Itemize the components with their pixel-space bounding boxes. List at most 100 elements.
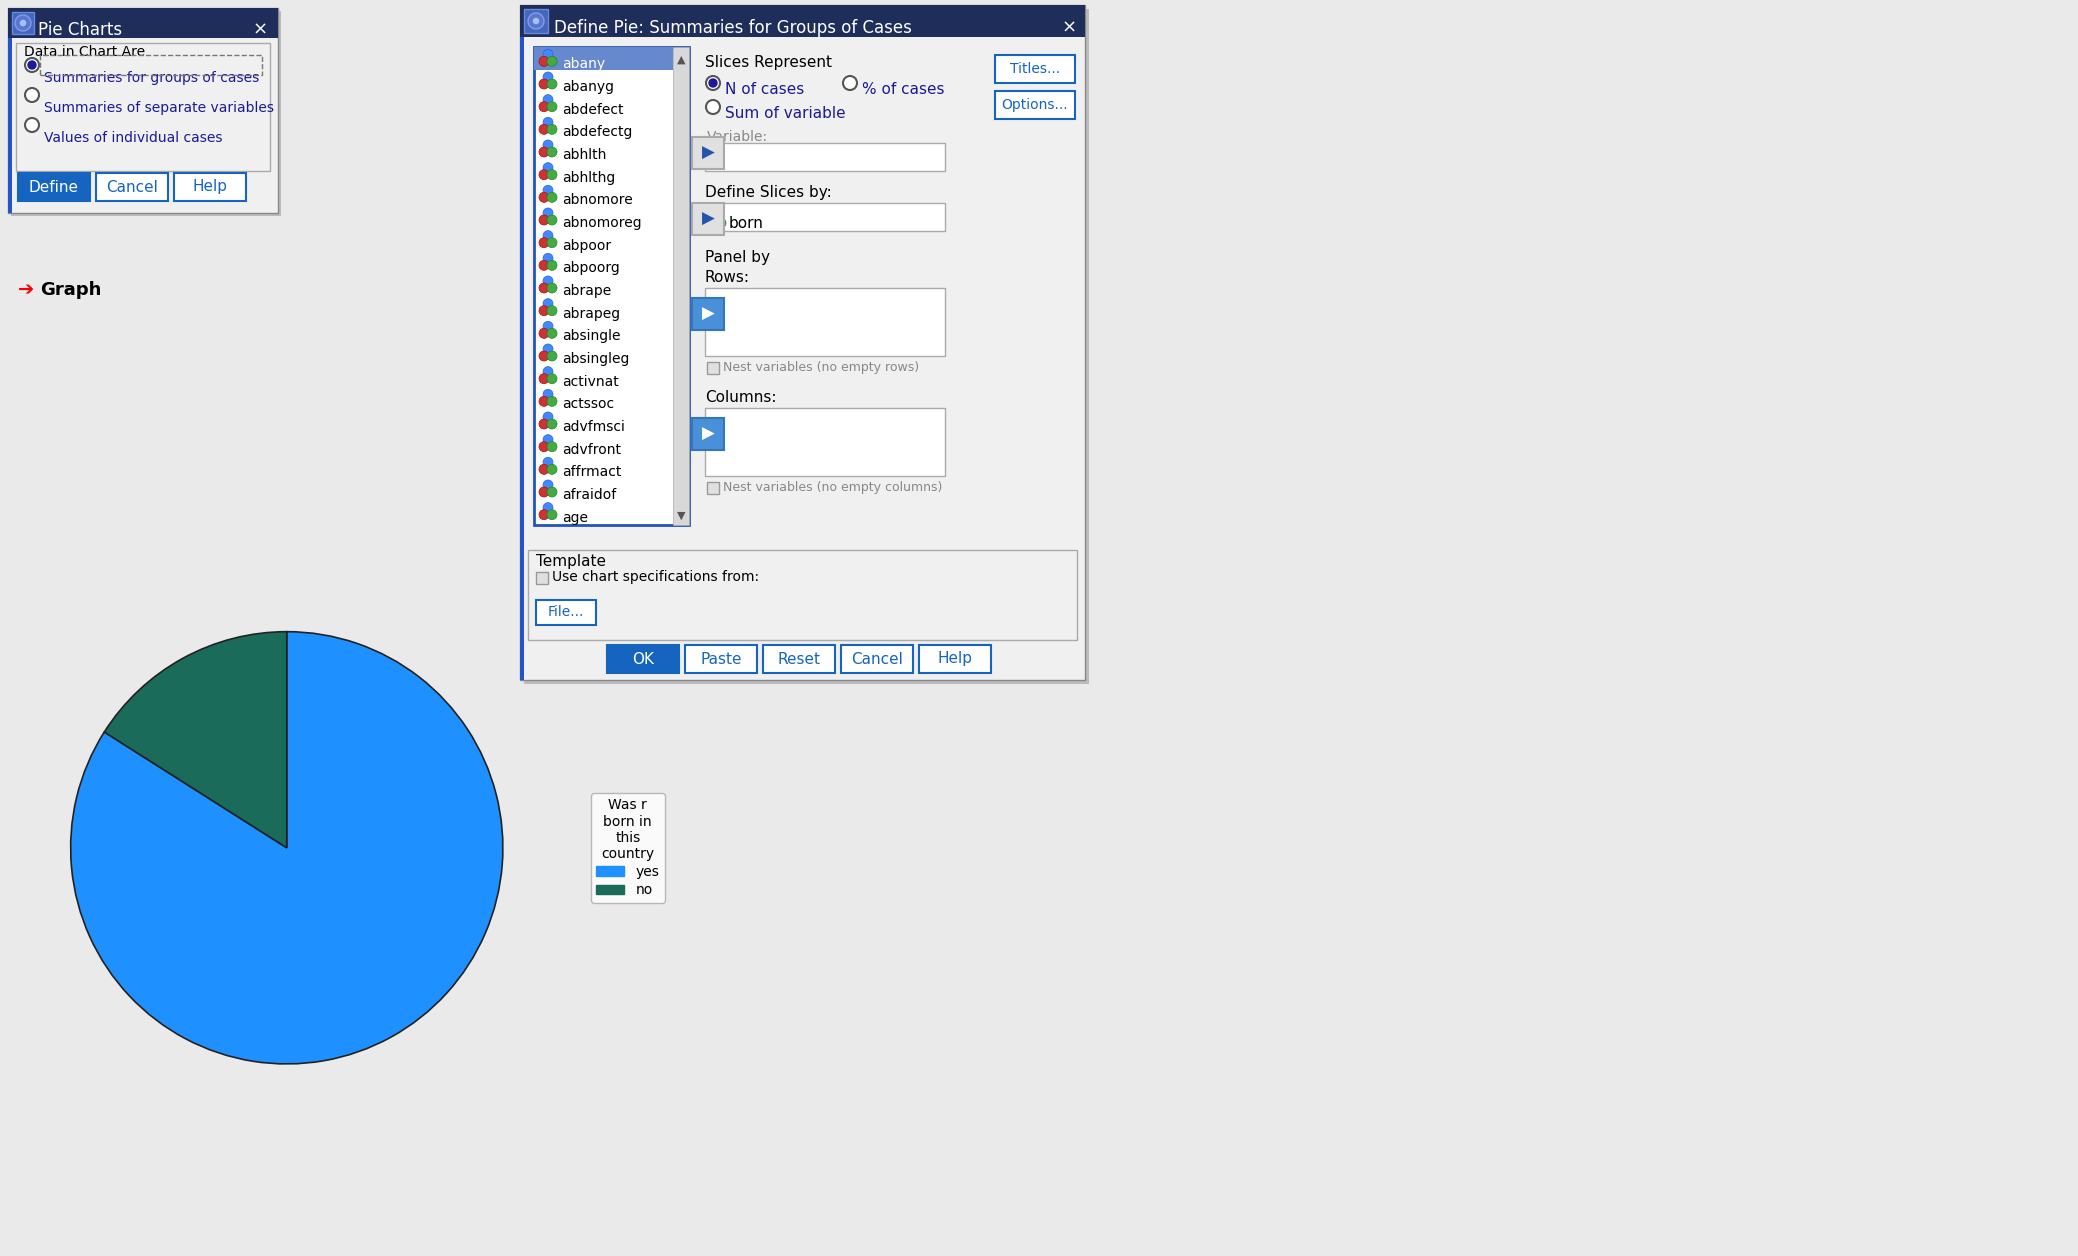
Circle shape	[538, 57, 549, 67]
Text: affrmact: affrmact	[561, 465, 621, 480]
Circle shape	[542, 367, 553, 377]
Text: absingleg: absingleg	[561, 352, 630, 365]
Text: N of cases: N of cases	[725, 82, 804, 97]
Text: abdefect: abdefect	[561, 103, 623, 117]
Circle shape	[542, 276, 553, 286]
Text: abpoorg: abpoorg	[561, 261, 619, 275]
Bar	[704, 408, 945, 476]
Text: Columns:: Columns:	[704, 391, 777, 404]
Circle shape	[542, 139, 553, 149]
Circle shape	[713, 212, 721, 222]
Text: ➔: ➔	[19, 280, 35, 299]
Text: Cancel: Cancel	[106, 180, 158, 195]
Text: abrapeg: abrapeg	[561, 306, 619, 320]
Bar	[707, 362, 719, 374]
Circle shape	[538, 124, 549, 134]
Circle shape	[547, 215, 557, 225]
Bar	[692, 137, 723, 170]
Circle shape	[538, 487, 549, 497]
Circle shape	[542, 322, 553, 332]
Bar	[520, 36, 524, 679]
Circle shape	[547, 465, 557, 475]
Text: abany: abany	[561, 58, 605, 72]
Circle shape	[547, 102, 557, 112]
Bar	[995, 55, 1074, 83]
Text: Nest variables (no empty rows): Nest variables (no empty rows)	[723, 360, 918, 374]
Bar	[175, 173, 245, 201]
Circle shape	[547, 374, 557, 383]
Circle shape	[542, 186, 553, 196]
Text: Summaries for groups of cases: Summaries for groups of cases	[44, 72, 260, 85]
Text: Variable:: Variable:	[707, 131, 769, 144]
Circle shape	[15, 15, 31, 31]
Text: ▶: ▶	[702, 305, 715, 323]
Text: absingle: absingle	[561, 329, 621, 343]
Circle shape	[538, 465, 549, 475]
Text: Sum of variable: Sum of variable	[725, 106, 846, 121]
Circle shape	[542, 502, 553, 512]
Circle shape	[542, 299, 553, 309]
Circle shape	[547, 260, 557, 270]
Circle shape	[25, 58, 39, 72]
Circle shape	[547, 147, 557, 157]
Circle shape	[547, 487, 557, 497]
Circle shape	[542, 480, 553, 490]
Text: ▶: ▶	[702, 425, 715, 443]
Text: Summaries of separate variables: Summaries of separate variables	[44, 100, 274, 116]
Text: Rows:: Rows:	[704, 270, 750, 285]
Text: advfront: advfront	[561, 442, 621, 457]
Circle shape	[27, 62, 35, 69]
Text: abhlthg: abhlthg	[561, 171, 615, 185]
Circle shape	[538, 260, 549, 270]
Text: Define Pie: Summaries for Groups of Cases: Define Pie: Summaries for Groups of Case…	[555, 19, 912, 36]
Circle shape	[542, 72, 553, 82]
Text: ▲: ▲	[677, 55, 686, 65]
Text: Help: Help	[937, 652, 973, 667]
Text: ×: ×	[251, 21, 268, 39]
Circle shape	[547, 350, 557, 360]
Text: afraidof: afraidof	[561, 489, 617, 502]
Circle shape	[547, 283, 557, 293]
Circle shape	[538, 192, 549, 202]
Circle shape	[547, 397, 557, 407]
Circle shape	[547, 192, 557, 202]
Bar	[536, 600, 596, 625]
Bar	[96, 173, 168, 201]
Circle shape	[542, 457, 553, 467]
Circle shape	[547, 328, 557, 338]
Circle shape	[21, 20, 27, 26]
Text: ▼: ▼	[677, 511, 686, 521]
Wedge shape	[71, 632, 503, 1064]
Text: ▶: ▶	[702, 144, 715, 162]
Circle shape	[542, 163, 553, 172]
Circle shape	[542, 412, 553, 422]
Text: Reset: Reset	[777, 652, 821, 667]
Bar	[534, 46, 690, 525]
Text: ▶: ▶	[702, 210, 715, 229]
Circle shape	[707, 100, 719, 114]
Circle shape	[717, 219, 725, 229]
Bar	[520, 5, 1085, 36]
Circle shape	[547, 57, 557, 67]
Text: abdefectg: abdefectg	[561, 126, 632, 139]
Text: Pie Charts: Pie Charts	[37, 21, 123, 39]
Text: OK: OK	[632, 652, 655, 667]
Bar	[536, 571, 549, 584]
Circle shape	[538, 237, 549, 247]
Circle shape	[709, 219, 719, 229]
Circle shape	[538, 350, 549, 360]
Text: Help: Help	[193, 180, 227, 195]
Circle shape	[547, 510, 557, 520]
Circle shape	[547, 305, 557, 315]
Circle shape	[542, 208, 553, 219]
Text: abhlth: abhlth	[561, 148, 607, 162]
Circle shape	[547, 237, 557, 247]
Text: Paste: Paste	[700, 652, 742, 667]
Circle shape	[709, 79, 717, 87]
Circle shape	[538, 102, 549, 112]
Circle shape	[547, 124, 557, 134]
Circle shape	[542, 344, 553, 354]
Circle shape	[532, 18, 538, 24]
Circle shape	[542, 49, 553, 59]
Circle shape	[25, 118, 39, 132]
